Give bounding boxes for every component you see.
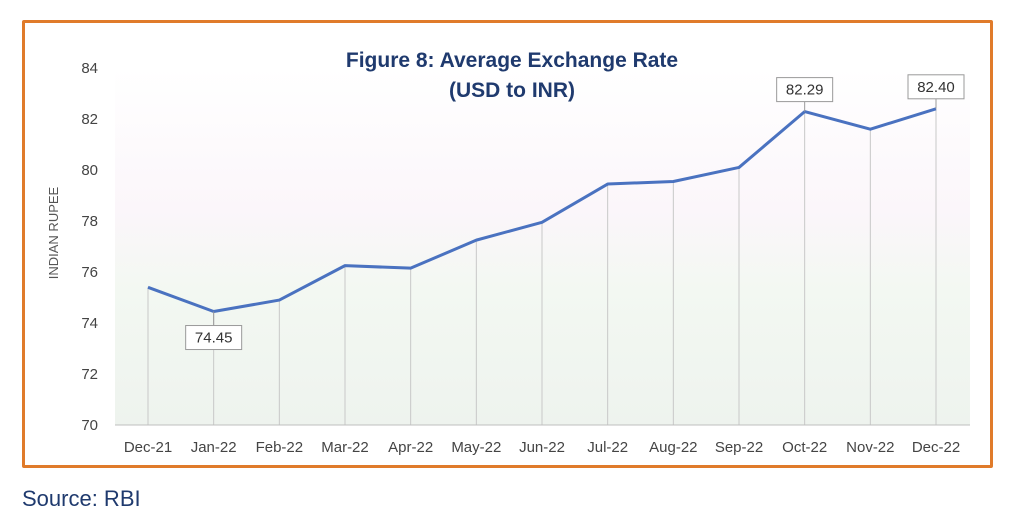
chart-title-line2: (USD to INR) [449, 79, 575, 102]
data-label: 82.40 [907, 74, 965, 109]
x-tick-label: Jun-22 [519, 439, 565, 456]
y-tick-label: 84 [81, 60, 98, 77]
x-tick-label: Dec-22 [912, 439, 960, 456]
x-tick-label: Aug-22 [649, 439, 697, 456]
y-tick-label: 78 [81, 213, 98, 230]
source-note: Source: RBI [22, 486, 141, 511]
y-tick-label: 82 [81, 111, 98, 128]
y-tick-label: 72 [81, 366, 98, 383]
data-label: 74.45 [185, 311, 243, 351]
y-tick-label: 70 [81, 417, 98, 434]
svg-text:82.40: 82.40 [917, 79, 955, 96]
x-tick-label: Feb-22 [256, 439, 304, 456]
x-tick-label: Nov-22 [846, 439, 894, 456]
x-tick-label: Dec-21 [124, 439, 172, 456]
x-tick-label: May-22 [451, 439, 501, 456]
svg-text:82.29: 82.29 [786, 82, 824, 99]
x-tick-label: Jul-22 [587, 439, 628, 456]
chart-title-line1: Figure 8: Average Exchange Rate [346, 49, 678, 72]
x-tick-label: Sep-22 [715, 439, 763, 456]
svg-text:74.45: 74.45 [195, 330, 233, 347]
y-tick-label: 80 [81, 162, 98, 179]
x-tick-label: Mar-22 [321, 439, 369, 456]
y-tick-label: 76 [81, 264, 98, 281]
y-tick-label: 74 [81, 315, 98, 332]
data-label: 82.29 [776, 77, 834, 112]
y-axis-label: INDIAN RUPEE [46, 186, 61, 279]
x-tick-label: Apr-22 [388, 439, 433, 456]
x-tick-label: Oct-22 [782, 439, 827, 456]
x-tick-label: Jan-22 [191, 439, 237, 456]
